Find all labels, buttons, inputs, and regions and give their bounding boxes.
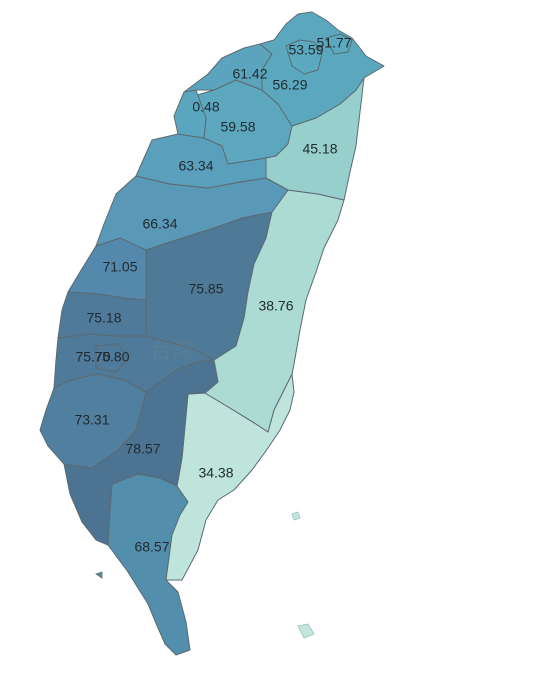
label-pingtung: 68.57: [134, 539, 169, 555]
label-hualien: 38.76: [258, 298, 293, 314]
island-xiaoliuqiu: [95, 571, 103, 579]
label-hsinchu-county: 59.58: [220, 119, 255, 135]
label-changhua: 71.05: [102, 259, 137, 275]
label-tainan: 73.31: [74, 412, 109, 428]
label-yunlin: 75.18: [86, 310, 121, 326]
label-keelung: 51.77: [316, 35, 351, 51]
region-chiayi-city[interactable]: [95, 343, 129, 373]
label-chiayi-county: 75.70: [75, 349, 110, 365]
label-kaohsiung: 78.57: [125, 441, 160, 457]
label-nantou: 75.85: [188, 281, 223, 297]
map-watermark: 台灣: [150, 339, 194, 364]
island-green-island: [291, 511, 301, 521]
label-hsinchu-city: 0.48: [192, 99, 219, 115]
label-taichung: 66.34: [142, 216, 177, 232]
label-chiayi-city: 75.80: [94, 349, 129, 365]
label-taitung: 34.38: [198, 465, 233, 481]
region-hualien[interactable]: [204, 189, 345, 433]
label-new-taipei: 56.29: [272, 77, 307, 93]
region-keelung[interactable]: [325, 33, 353, 55]
region-new-taipei[interactable]: [259, 11, 385, 127]
label-taipei: 53.59: [288, 42, 323, 58]
label-yilan: 45.18: [302, 141, 337, 157]
island-orchid-island: [297, 623, 315, 639]
region-taipei[interactable]: [285, 39, 323, 75]
label-taoyuan: 61.42: [232, 66, 267, 82]
label-miaoli: 63.34: [178, 158, 213, 174]
